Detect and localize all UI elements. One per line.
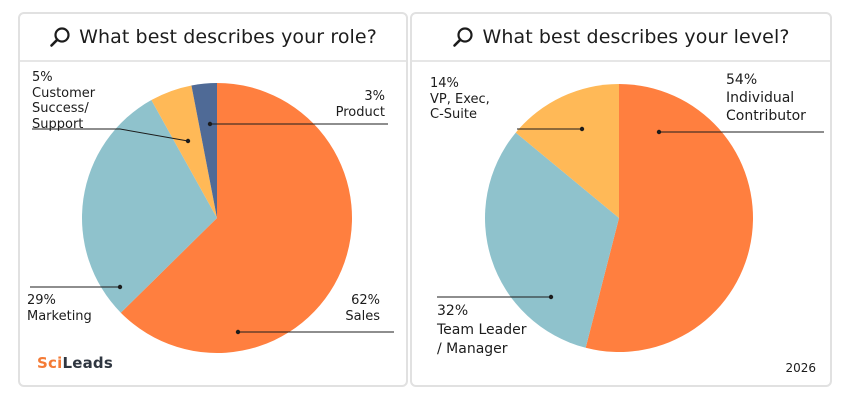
customer-success-name: Customer Success/ Support — [32, 85, 96, 132]
pie-slice-sales — [120, 83, 352, 353]
vp-exec-name: VP, Exec, C-Suite — [430, 91, 490, 123]
label-marketing: 29% Marketing — [27, 293, 92, 324]
level-pie-chart — [437, 84, 824, 352]
label-customer-success: 5% Customer Success/ Support — [32, 70, 95, 132]
level-chart-header: What best describes your level? — [412, 14, 830, 62]
level-chart-panel: What best describes your level? 14% VP, … — [410, 12, 832, 387]
label-sales: 62% Sales — [345, 293, 380, 324]
pie-slice-individual-contributor — [585, 84, 754, 352]
leader-dot-marketing — [117, 284, 123, 290]
team-leader-pct: 32% — [437, 303, 469, 319]
pie-slice-product — [191, 83, 217, 218]
leader-dot-team-leader — [548, 294, 554, 300]
leader-dot-vp-exec — [579, 126, 585, 132]
individual-contributor-pct: 54% — [726, 72, 758, 88]
customer-success-pct: 5% — [32, 70, 53, 85]
role-chart-header: What best describes your role? — [20, 14, 406, 62]
year-label: 2026 — [785, 361, 816, 375]
leader-line-customer-success — [32, 128, 189, 142]
leader-dot-customer-success — [185, 138, 191, 144]
leader-dot-individual-contributor — [656, 129, 662, 135]
vp-exec-pct: 14% — [430, 76, 459, 91]
brand-logo: SciLeads — [37, 354, 113, 372]
search-icon — [49, 26, 71, 48]
leader-dot-sales — [235, 329, 241, 335]
pie-slice-marketing — [82, 100, 217, 313]
individual-contributor-name: Individual Contributor — [726, 90, 806, 124]
sales-name: Sales — [345, 308, 380, 324]
marketing-name: Marketing — [27, 308, 92, 324]
role-chart-panel: What best describes your role? 5% Custom… — [18, 12, 408, 387]
role-pie-chart — [30, 83, 394, 353]
leader-dot-product — [207, 121, 213, 127]
pie-slice-customer-success-support — [151, 85, 217, 218]
role-chart-title: What best describes your role? — [79, 26, 377, 48]
marketing-pct: 29% — [27, 293, 56, 308]
product-name: Product — [335, 104, 385, 120]
search-icon — [452, 26, 474, 48]
team-leader-name: Team Leader / Manager — [437, 322, 527, 357]
product-pct: 3% — [364, 89, 385, 104]
pie-slice-vp-exec-c-suite — [515, 84, 619, 218]
label-team-leader: 32% Team Leader / Manager — [437, 302, 526, 359]
pie-slice-team-leader-manager — [485, 132, 619, 348]
label-vp-exec: 14% VP, Exec, C-Suite — [430, 76, 490, 123]
level-chart-title: What best describes your level? — [482, 26, 790, 48]
label-individual-contributor: 54% Individual Contributor — [726, 71, 806, 125]
label-product: 3% Product — [336, 89, 385, 120]
sales-pct: 62% — [351, 293, 380, 308]
